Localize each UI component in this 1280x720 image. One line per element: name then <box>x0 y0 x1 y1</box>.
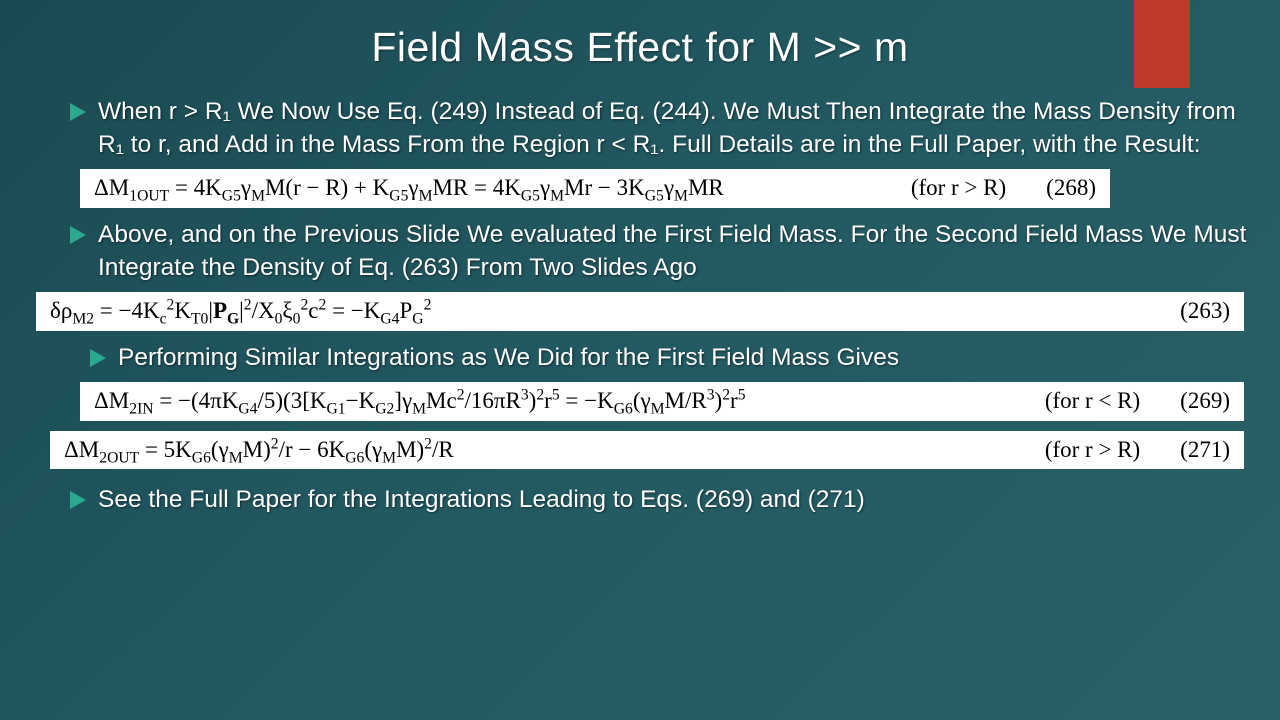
accent-bar <box>1134 0 1190 88</box>
bullet-3: Performing Similar Integrations as We Di… <box>90 341 1250 374</box>
bullet-4: See the Full Paper for the Integrations … <box>70 483 1250 516</box>
equation-263: δρM2 = −4Kc2KT0|PG|2/X0ξ02c2 = −KG4PG2 (… <box>36 292 1244 331</box>
bullet-1-text: When r > R₁ We Now Use Eq. (249) Instead… <box>98 95 1250 161</box>
slide-title: Field Mass Effect for M >> m <box>0 0 1280 85</box>
equation-271-body: ΔM2OUT = 5KG6(γMM)2/r − 6KG6(γMM)2/R <box>64 436 1015 465</box>
equation-269-condition: (for r < R) <box>1015 387 1170 416</box>
equation-269: ΔM2IN = −(4πKG4/5)(3[KG1−KG2]γMMc2/16πR3… <box>80 382 1244 421</box>
bullet-4-text: See the Full Paper for the Integrations … <box>98 483 865 516</box>
equation-269-body: ΔM2IN = −(4πKG4/5)(3[KG1−KG2]γMMc2/16πR3… <box>94 387 1015 416</box>
triangle-bullet-icon <box>70 491 86 509</box>
equation-271-condition: (for r > R) <box>1015 436 1170 465</box>
equation-268-condition: (for r > R) <box>881 174 1036 203</box>
equation-268-body: ΔM1OUT = 4KG5γMM(r − R) + KG5γMMR = 4KG5… <box>94 174 881 203</box>
triangle-bullet-icon <box>70 226 86 244</box>
equation-270: ΔM2OUT = 5KG6(γMM)2/r − 6KG6(γMM)2/R (fo… <box>50 431 1244 470</box>
equation-268-number: (268) <box>1036 174 1096 203</box>
equation-263-number: (263) <box>1170 297 1230 326</box>
bullet-2: Above, and on the Previous Slide We eval… <box>70 218 1250 284</box>
equation-268: ΔM1OUT = 4KG5γMM(r − R) + KG5γMMR = 4KG5… <box>80 169 1110 208</box>
equation-269-number: (269) <box>1170 387 1230 416</box>
bullet-1: When r > R₁ We Now Use Eq. (249) Instead… <box>70 95 1250 161</box>
equation-263-body: δρM2 = −4Kc2KT0|PG|2/X0ξ02c2 = −KG4PG2 <box>50 297 1170 326</box>
triangle-bullet-icon <box>90 349 106 367</box>
equation-271-number: (271) <box>1170 436 1230 465</box>
bullet-2-text: Above, and on the Previous Slide We eval… <box>98 218 1250 284</box>
triangle-bullet-icon <box>70 103 86 121</box>
bullet-3-text: Performing Similar Integrations as We Di… <box>118 341 899 374</box>
slide-body: When r > R₁ We Now Use Eq. (249) Instead… <box>0 95 1280 516</box>
